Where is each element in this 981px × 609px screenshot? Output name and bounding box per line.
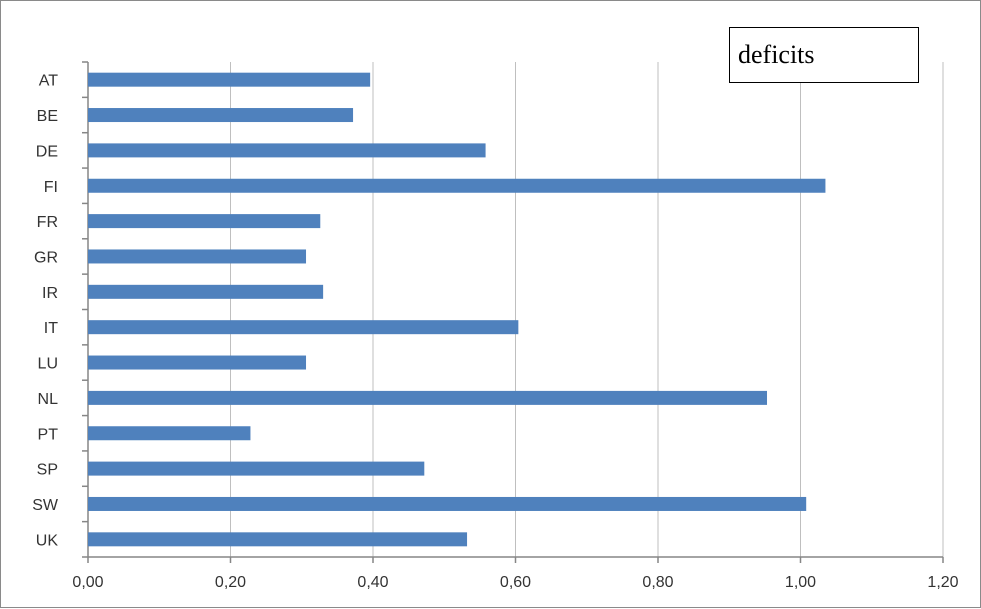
x-tick-label: 1,00 (785, 574, 816, 591)
category-label-be: BE (37, 108, 58, 125)
category-label-sw: SW (32, 497, 59, 514)
bar-be (88, 108, 354, 123)
category-label-sp: SP (37, 462, 58, 479)
x-tick-label: 0,60 (500, 574, 531, 591)
category-label-gr: GR (34, 249, 58, 266)
bar-nl (88, 390, 768, 405)
bar-sp (88, 461, 425, 476)
category-label-fi: FI (44, 179, 58, 196)
category-label-fr: FR (37, 214, 58, 231)
bar-it (88, 320, 519, 335)
x-tick-label: 0,20 (215, 574, 246, 591)
category-label-it: IT (44, 320, 58, 337)
category-label-pt: PT (38, 426, 59, 443)
category-label-lu: LU (38, 356, 58, 373)
bar-fi (88, 178, 826, 193)
bar-ir (88, 284, 324, 299)
legend: deficits (729, 27, 919, 83)
x-tick-label: 0,00 (72, 574, 103, 591)
bar-uk (88, 532, 468, 547)
bar-at (88, 72, 371, 87)
bar-sw (88, 496, 807, 511)
category-label-uk: UK (36, 532, 59, 549)
bar-lu (88, 355, 307, 370)
bar-gr (88, 249, 307, 264)
category-label-nl: NL (38, 391, 59, 408)
bar-fr (88, 214, 321, 229)
x-tick-label: 1,20 (927, 574, 958, 591)
x-tick-label: 0,80 (642, 574, 673, 591)
category-label-de: DE (36, 143, 58, 160)
bar-de (88, 143, 486, 158)
category-label-at: AT (39, 73, 58, 90)
legend-label: deficits (738, 40, 815, 69)
category-label-ir: IR (42, 285, 58, 302)
x-tick-label: 0,40 (357, 574, 388, 591)
bar-pt (88, 426, 251, 441)
